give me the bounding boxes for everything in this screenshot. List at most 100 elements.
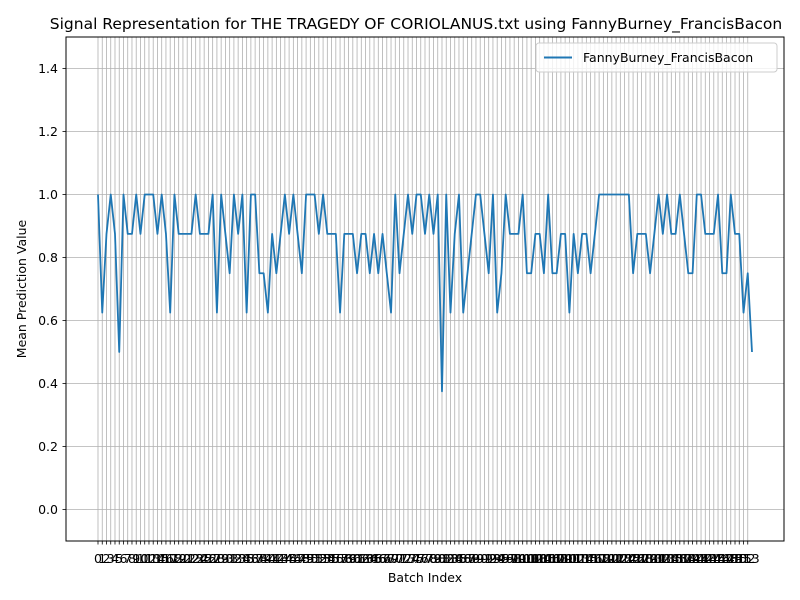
x-tick-label: 119	[591, 551, 615, 566]
x-tick-label: 1	[98, 551, 106, 566]
x-tick-label: 46	[285, 551, 301, 566]
x-tick-label: 41	[264, 551, 280, 566]
y-axis-label: Mean Prediction Value	[14, 219, 29, 358]
x-tick-label: 24	[192, 551, 208, 566]
series-line	[97, 193, 753, 393]
x-tick-label: 68	[379, 551, 395, 566]
x-tick-label: 101	[515, 551, 539, 566]
y-tick-label: 1.4	[38, 61, 58, 76]
x-tick-label: 74	[404, 551, 420, 566]
x-tick-label: 37	[247, 551, 263, 566]
x-tick-label: 116	[579, 551, 603, 566]
x-tick-label: 70	[387, 551, 403, 566]
x-tick-label: 2	[103, 551, 111, 566]
x-tick-label: 104	[528, 551, 552, 566]
x-tick-label: 139	[676, 551, 700, 566]
y-tick-label: 1.2	[38, 124, 58, 139]
x-tick-label: 126	[621, 551, 645, 566]
y-tick-label: 0.8	[38, 250, 58, 265]
x-tick-label: 21	[179, 551, 195, 566]
x-tick-label: 150	[723, 551, 747, 566]
x-tick-label: 52	[311, 551, 327, 566]
legend: FannyBurney_FrancisBacon	[535, 42, 778, 73]
x-tick-label: 100	[511, 551, 535, 566]
x-tick-label: 95	[493, 551, 509, 566]
x-tick-label: 29	[213, 551, 229, 566]
x-tick-label: 45	[281, 551, 297, 566]
x-tick-label: 86	[455, 551, 471, 566]
x-axis-ticks: 0123456789101112131415161718192021222324…	[94, 541, 760, 566]
x-tick-label: 11	[137, 551, 153, 566]
x-tick-label: 51	[307, 551, 323, 566]
x-tick-label: 120	[596, 551, 620, 566]
x-tick-label: 59	[341, 551, 357, 566]
x-tick-label: 122	[604, 551, 628, 566]
x-tick-label: 123	[608, 551, 632, 566]
x-tick-label: 12	[141, 551, 157, 566]
x-tick-label: 109	[549, 551, 573, 566]
x-tick-label: 57	[332, 551, 348, 566]
x-tick-label: 149	[719, 551, 743, 566]
x-tick-label: 135	[659, 551, 683, 566]
x-tick-label: 66	[370, 551, 386, 566]
x-tick-label: 89	[468, 551, 484, 566]
x-tick-label: 55	[324, 551, 340, 566]
x-tick-label: 40	[260, 551, 276, 566]
x-tick-label: 75	[409, 551, 425, 566]
x-tick-label: 108	[545, 551, 569, 566]
x-tick-label: 17	[162, 551, 178, 566]
x-tick-label: 118	[587, 551, 611, 566]
x-tick-label: 73	[400, 551, 416, 566]
y-tick-label: 1.0	[38, 187, 58, 202]
x-tick-label: 103	[523, 551, 547, 566]
x-tick-label: 145	[702, 551, 726, 566]
x-tick-label: 7	[124, 551, 132, 566]
x-tick-label: 61	[349, 551, 365, 566]
x-axis-label: Batch Index	[388, 570, 462, 585]
x-tick-label: 124	[613, 551, 637, 566]
legend-entry: FannyBurney_FrancisBacon	[583, 50, 753, 65]
x-tick-label: 25	[196, 551, 212, 566]
x-tick-label: 128	[630, 551, 654, 566]
x-tick-label: 8	[128, 551, 136, 566]
y-tick-label: 0.6	[38, 313, 58, 328]
x-tick-label: 3	[107, 551, 115, 566]
x-tick-label: 27	[205, 551, 221, 566]
x-tick-label: 4	[111, 551, 119, 566]
x-tick-label: 136	[664, 551, 688, 566]
x-tick-label: 105	[532, 551, 556, 566]
x-tick-label: 114	[570, 551, 594, 566]
x-tick-label: 88	[464, 551, 480, 566]
x-tick-label: 77	[417, 551, 433, 566]
x-tick-label: 39	[256, 551, 272, 566]
x-tick-label: 97	[502, 551, 518, 566]
x-tick-label: 32	[226, 551, 242, 566]
x-tick-label: 36	[243, 551, 259, 566]
x-tick-label: 91	[477, 551, 493, 566]
x-tick-label: 92	[481, 551, 497, 566]
x-tick-label: 111	[557, 551, 581, 566]
x-tick-label: 62	[353, 551, 369, 566]
x-grid	[97, 37, 749, 541]
x-tick-label: 28	[209, 551, 225, 566]
x-tick-label: 6	[120, 551, 128, 566]
x-tick-label: 18	[166, 551, 182, 566]
x-tick-label: 90	[472, 551, 488, 566]
x-tick-label: 117	[583, 551, 607, 566]
x-tick-label: 125	[617, 551, 641, 566]
x-tick-label: 131	[642, 551, 666, 566]
y-tick-label: 0.0	[38, 502, 58, 517]
x-tick-label: 133	[651, 551, 675, 566]
x-tick-label: 152	[732, 551, 756, 566]
x-tick-label: 121	[600, 551, 624, 566]
x-tick-label: 19	[171, 551, 187, 566]
y-grid	[66, 68, 784, 510]
x-tick-label: 99	[510, 551, 526, 566]
x-tick-label: 56	[328, 551, 344, 566]
x-tick-label: 102	[519, 551, 543, 566]
x-tick-label: 64	[362, 551, 378, 566]
x-tick-label: 153	[736, 551, 760, 566]
x-tick-label: 112	[562, 551, 586, 566]
x-tick-label: 151	[727, 551, 751, 566]
